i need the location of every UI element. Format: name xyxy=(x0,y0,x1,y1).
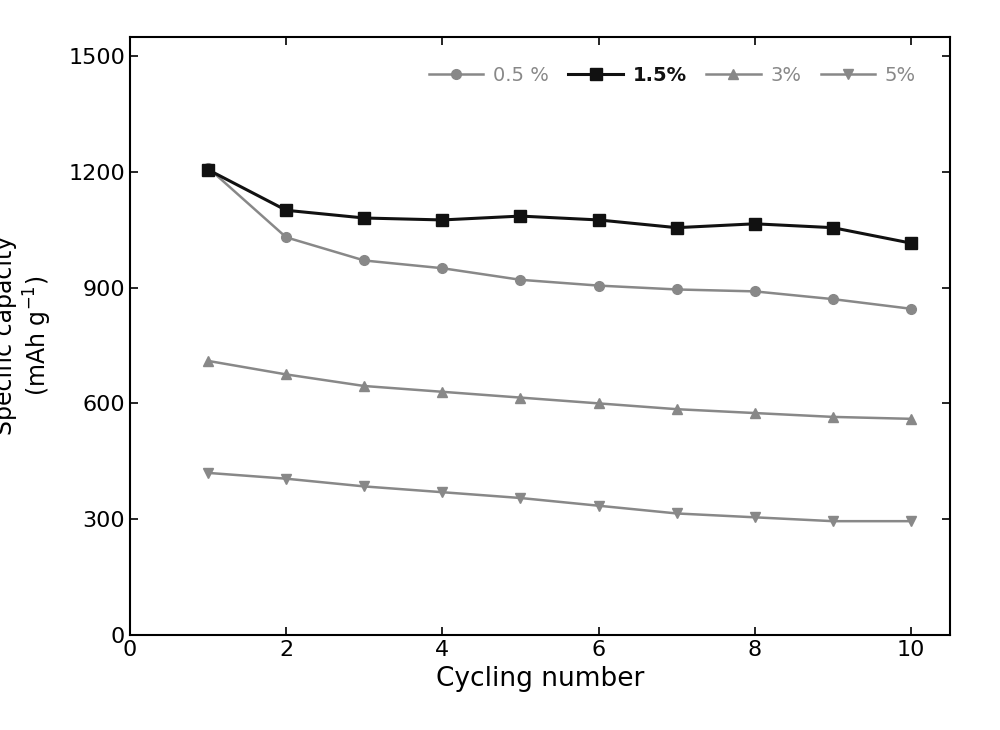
1.5% xyxy=(749,220,761,228)
3% xyxy=(593,399,605,408)
0.5 % xyxy=(905,304,917,313)
0.5 % xyxy=(280,233,292,242)
5% xyxy=(514,493,526,502)
1.5% xyxy=(671,223,683,232)
5% xyxy=(202,469,214,477)
0.5 % xyxy=(827,295,839,304)
5% xyxy=(593,502,605,510)
5% xyxy=(436,488,448,496)
5% xyxy=(749,513,761,522)
3% xyxy=(671,405,683,414)
1.5% xyxy=(202,166,214,174)
5% xyxy=(671,509,683,518)
1.5% xyxy=(514,212,526,220)
1.5% xyxy=(436,215,448,224)
Line: 1.5%: 1.5% xyxy=(203,164,917,249)
1.5% xyxy=(905,239,917,247)
Y-axis label: Specific capacity
(mAh g$^{-1}$): Specific capacity (mAh g$^{-1}$) xyxy=(0,236,54,436)
0.5 % xyxy=(514,275,526,284)
1.5% xyxy=(280,206,292,215)
3% xyxy=(749,409,761,418)
0.5 % xyxy=(671,285,683,294)
3% xyxy=(514,393,526,402)
5% xyxy=(280,474,292,483)
0.5 % xyxy=(436,264,448,272)
0.5 % xyxy=(593,281,605,290)
5% xyxy=(358,482,370,491)
1.5% xyxy=(827,223,839,232)
1.5% xyxy=(358,214,370,223)
1.5% xyxy=(593,215,605,224)
0.5 % xyxy=(202,164,214,172)
0.5 % xyxy=(749,287,761,296)
0.5 % xyxy=(358,256,370,265)
3% xyxy=(358,382,370,391)
Line: 0.5 %: 0.5 % xyxy=(203,163,916,314)
3% xyxy=(202,356,214,365)
5% xyxy=(905,517,917,526)
3% xyxy=(280,370,292,379)
5% xyxy=(827,517,839,526)
3% xyxy=(436,388,448,396)
Line: 3%: 3% xyxy=(203,356,916,423)
Legend: 0.5 %, 1.5%, 3%, 5%: 0.5 %, 1.5%, 3%, 5% xyxy=(421,58,924,93)
X-axis label: Cycling number: Cycling number xyxy=(436,666,644,691)
3% xyxy=(827,412,839,421)
Line: 5%: 5% xyxy=(203,468,916,526)
3% xyxy=(905,415,917,423)
